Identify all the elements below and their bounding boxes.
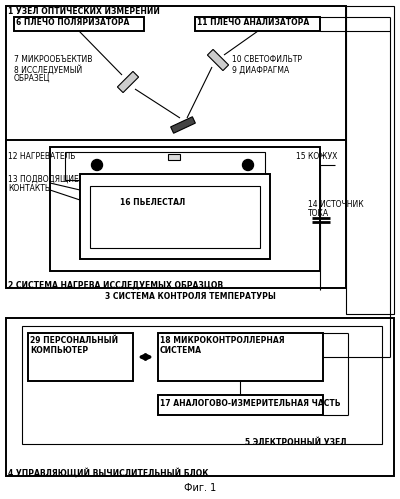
Text: СИСТЕМА: СИСТЕМА (160, 346, 202, 355)
Text: 15 КОЖУХ: 15 КОЖУХ (296, 152, 337, 161)
Bar (158, 395, 323, 415)
Text: 2 СИСТЕМА НАГРЕВА ИССЛЕДУЕМЫХ ОБРАЗЦОВ: 2 СИСТЕМА НАГРЕВА ИССЛЕДУЕМЫХ ОБРАЗЦОВ (8, 280, 223, 289)
Text: КОНТАКТЫ: КОНТАКТЫ (8, 184, 52, 193)
Text: ОБРАЗЕЦ: ОБРАЗЕЦ (14, 74, 50, 83)
Text: 18 МИКРОКОНТРОЛЛЕРНАЯ: 18 МИКРОКОНТРОЛЛЕРНАЯ (160, 336, 285, 345)
Text: 11 ПЛЕЧО АНАЛИЗАТОРА: 11 ПЛЕЧО АНАЛИЗАТОРА (197, 18, 309, 27)
Bar (346, 6, 394, 314)
Bar (65, 152, 265, 180)
Bar (22, 326, 382, 444)
Text: 16 ПЬЕЛЕСТАЛ: 16 ПЬЕЛЕСТАЛ (120, 198, 185, 207)
Text: 4 УПРАВЛЯЮЩИЙ ВЫЧИСЛИТЕЛЬНЫЙ БЛОК: 4 УПРАВЛЯЮЩИЙ ВЫЧИСЛИТЕЛЬНЫЙ БЛОК (8, 468, 208, 478)
Text: 8 ИССЛЕДУЕМЫЙ: 8 ИССЛЕДУЕМЫЙ (14, 65, 82, 75)
Bar (6, 140, 346, 288)
Bar (6, 6, 346, 174)
Text: 12 НАГРЕВАТЕЛЬ: 12 НАГРЕВАТЕЛЬ (8, 152, 75, 161)
Bar (158, 333, 323, 381)
Text: ТОКА: ТОКА (308, 209, 329, 218)
Text: 10 СВЕТОФИЛЬТР: 10 СВЕТОФИЛЬТР (232, 55, 302, 64)
Text: 13 ПОДВОДЯЩИЕ: 13 ПОДВОДЯЩИЕ (8, 175, 79, 184)
Text: 5 ЭЛЕКТРОННЫЙ УЗЕЛ: 5 ЭЛЕКТРОННЫЙ УЗЕЛ (245, 438, 346, 447)
Bar (28, 333, 133, 381)
Bar (14, 17, 144, 31)
Text: 7 МИКРООБЪЕКТИВ: 7 МИКРООБЪЕКТИВ (14, 55, 92, 64)
Text: 3 СИСТЕМА КОНТРОЛЯ ТЕМПЕРАТУРЫ: 3 СИСТЕМА КОНТРОЛЯ ТЕМПЕРАТУРЫ (105, 292, 276, 301)
Text: 14 ИСТОЧНИК: 14 ИСТОЧНИК (308, 200, 364, 209)
Text: КОМПЬЮТЕР: КОМПЬЮТЕР (30, 346, 88, 355)
Text: 17 АНАЛОГОВО-ИЗМЕРИТЕЛЬНАЯ ЧАСТЬ: 17 АНАЛОГОВО-ИЗМЕРИТЕЛЬНАЯ ЧАСТЬ (160, 399, 340, 408)
Polygon shape (207, 49, 229, 70)
Polygon shape (117, 71, 139, 93)
Text: 1 УЗЕЛ ОПТИЧЕСКИХ ИЗМЕРЕНИЙ: 1 УЗЕЛ ОПТИЧЕСКИХ ИЗМЕРЕНИЙ (8, 7, 160, 16)
Text: 9 ДИАФРАГМА: 9 ДИАФРАГМА (232, 66, 289, 75)
Bar (90, 186, 260, 248)
Bar (195, 17, 320, 31)
Text: 29 ПЕРСОНАЛЬНЫЙ: 29 ПЕРСОНАЛЬНЫЙ (30, 336, 118, 345)
Bar (6, 318, 394, 476)
Text: Фиг. 1: Фиг. 1 (184, 483, 216, 493)
Text: 6 ПЛЕЧО ПОЛЯРИЗАТОРА: 6 ПЛЕЧО ПОЛЯРИЗАТОРА (16, 18, 129, 27)
Bar (80, 174, 270, 259)
Circle shape (242, 160, 254, 171)
Polygon shape (171, 117, 195, 133)
Bar (168, 154, 180, 160)
Bar (50, 147, 320, 271)
Circle shape (92, 160, 102, 171)
